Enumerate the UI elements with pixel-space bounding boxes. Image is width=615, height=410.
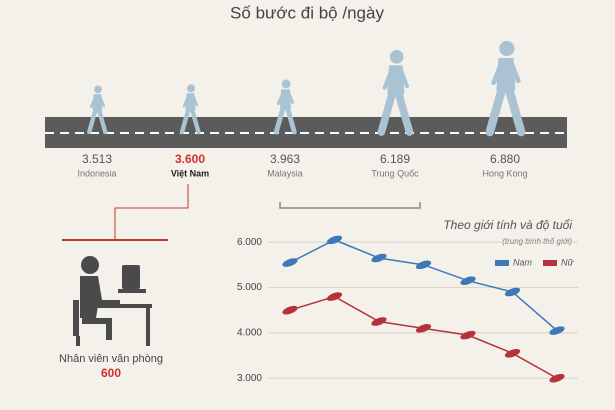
y-tick-label: 3.000 <box>237 373 262 384</box>
point-marker <box>282 305 298 315</box>
legend-swatch <box>543 260 557 266</box>
point-marker <box>549 326 565 335</box>
point-marker <box>460 330 476 340</box>
office-label: Nhân viên văn phòng <box>59 353 163 365</box>
legend-swatch <box>495 260 509 266</box>
point-marker <box>504 287 521 297</box>
y-tick-label: 6.000 <box>237 237 262 248</box>
walker <box>485 40 526 137</box>
y-tick-label: 5.000 <box>237 282 262 293</box>
line-title: Theo giới tính và độ tuổi <box>443 218 572 232</box>
walker-arms <box>491 59 521 86</box>
walker-legs <box>273 104 297 135</box>
walker-arms <box>382 66 410 90</box>
category-label: Hong Kong <box>482 168 527 178</box>
walker-head <box>94 85 102 94</box>
category-label: Indonesia <box>77 168 116 178</box>
value-label: 3.963 <box>270 152 300 166</box>
walker <box>377 50 414 136</box>
point-marker <box>415 260 432 270</box>
category-label: Trung Quốc <box>371 168 419 178</box>
walker-head <box>499 40 515 57</box>
title: Số bước đi bộ /ngày <box>230 3 384 22</box>
legend-label: Nữ <box>561 257 574 267</box>
walker <box>179 84 201 135</box>
point-marker <box>326 292 343 301</box>
y-tick-label: 4.000 <box>237 328 262 339</box>
office-worker <box>73 256 152 346</box>
office-value: 600 <box>101 366 121 380</box>
walker <box>87 85 108 135</box>
value-label: 3.513 <box>82 152 112 166</box>
category-label: Việt Nam <box>171 168 209 178</box>
bracket <box>279 202 421 209</box>
point-marker <box>282 258 298 267</box>
point-marker <box>371 317 387 326</box>
legend-label: Nam <box>513 257 533 267</box>
walker-head <box>281 79 291 89</box>
walker-legs <box>87 107 108 135</box>
point-marker <box>371 253 387 263</box>
value-label: 6.880 <box>490 152 520 166</box>
walker-head <box>187 84 195 93</box>
line-subtitle: (trung bình thế giới) <box>502 237 572 246</box>
walker-legs <box>179 106 201 135</box>
category-label: Malaysia <box>267 168 303 178</box>
point-marker <box>504 349 521 358</box>
connector <box>114 184 189 240</box>
walker-arms <box>182 93 199 108</box>
walker-head <box>389 50 404 64</box>
point-marker <box>326 235 343 245</box>
walker-arms <box>89 94 105 109</box>
point-marker <box>549 373 565 383</box>
point-marker <box>415 324 432 333</box>
walker-arms <box>277 90 295 105</box>
point-marker <box>460 276 476 285</box>
walker <box>273 79 297 135</box>
value-label: 6.189 <box>380 152 410 166</box>
walker-legs <box>485 84 526 137</box>
value-label: 3.600 <box>175 152 205 166</box>
walker-legs <box>377 88 414 136</box>
